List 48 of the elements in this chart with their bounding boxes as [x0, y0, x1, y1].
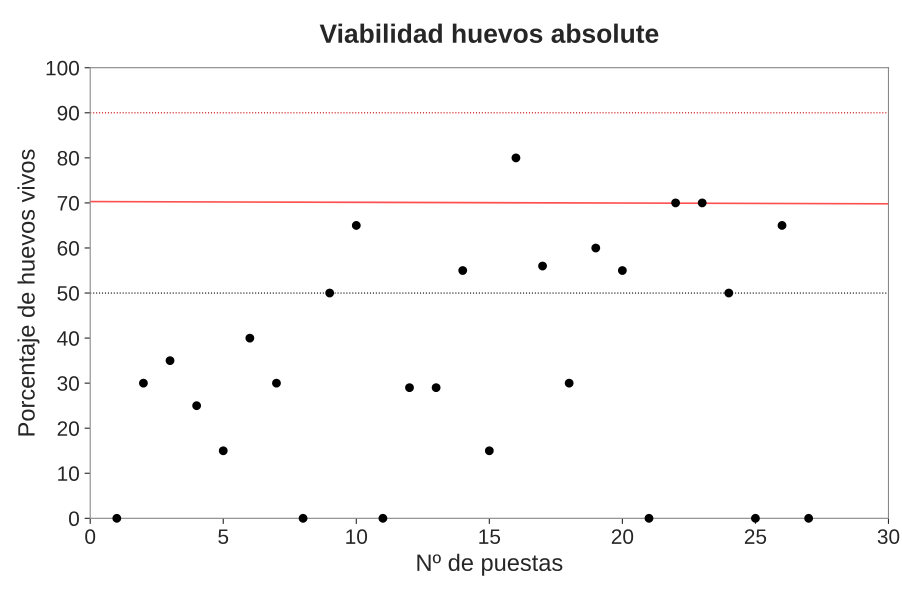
- y-tick-label: 100: [46, 60, 79, 76]
- point: [298, 514, 308, 523]
- point: [166, 356, 174, 366]
- point: [405, 383, 414, 392]
- x-tick-label: 0: [85, 529, 96, 544]
- y-tick-label: 0: [69, 511, 79, 526]
- y-tick-label: 70: [58, 196, 79, 211]
- y-tick-label: 60: [58, 240, 79, 256]
- point: [378, 514, 388, 523]
- point: [618, 266, 627, 275]
- x-tick-label: 20: [612, 529, 634, 544]
- y-tick-label: 20: [58, 421, 79, 436]
- chart-title: Viabilidad huevos absolute: [320, 24, 658, 43]
- x-tick-label: 15: [479, 530, 500, 544]
- point: [432, 383, 441, 392]
- point: [245, 334, 254, 342]
- x-tick-label: 5: [218, 530, 228, 544]
- point: [325, 288, 334, 298]
- y-tick-label: 50: [57, 286, 79, 301]
- point: [538, 262, 547, 270]
- y-tick-label: 30: [57, 376, 79, 391]
- point: [644, 514, 654, 523]
- y-tick-label: 90: [58, 106, 79, 121]
- point: [458, 266, 468, 275]
- point: [698, 198, 707, 208]
- point: [751, 514, 760, 523]
- point: [591, 244, 600, 252]
- point: [484, 446, 494, 456]
- point: [352, 221, 361, 230]
- y-tick-label: 40: [57, 331, 79, 346]
- point: [724, 288, 734, 298]
- y-axis-title: Porcentaje de huevos vivos: [17, 149, 40, 436]
- y-tick-label: 80: [58, 150, 79, 166]
- x-axis-title: Nº de puestas: [417, 554, 562, 576]
- point: [139, 378, 148, 388]
- point: [218, 446, 228, 456]
- point: [272, 378, 281, 388]
- point: [778, 221, 786, 230]
- point: [192, 401, 202, 410]
- x-tick-label: 25: [744, 529, 766, 544]
- x-tick-label: 10: [346, 529, 368, 544]
- point: [512, 153, 520, 162]
- point: [671, 198, 680, 208]
- y-tick-label: 10: [58, 466, 79, 482]
- x-tick-label: 30: [878, 529, 900, 544]
- point: [564, 378, 574, 388]
- point: [804, 514, 814, 523]
- point: [112, 514, 122, 523]
